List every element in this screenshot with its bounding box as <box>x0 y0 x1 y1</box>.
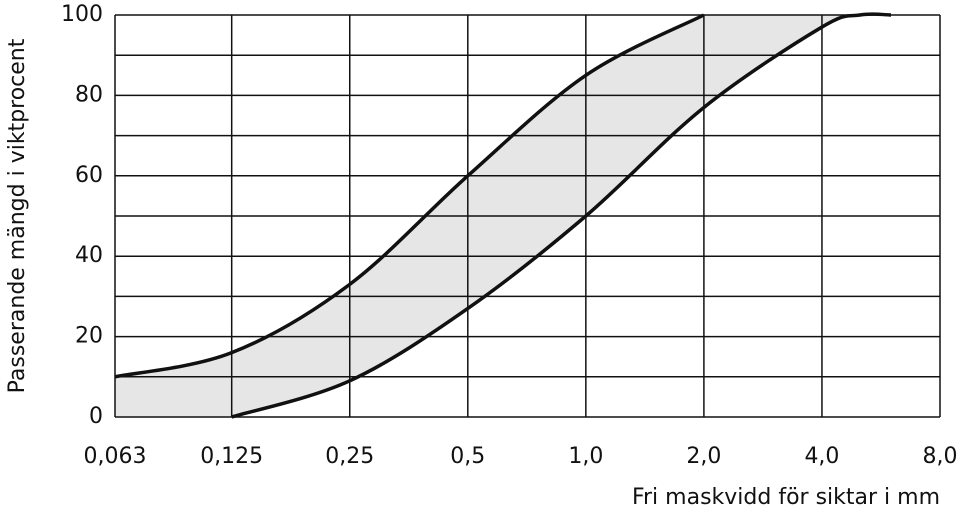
x-tick-label: 8,0 <box>923 444 958 469</box>
y-tick-label: 60 <box>75 163 103 188</box>
line-layer <box>114 12 892 419</box>
y-tick-label: 40 <box>75 243 103 268</box>
curve <box>231 12 892 419</box>
x-tick-label: 0,5 <box>450 444 485 469</box>
x-axis-label: Fri maskvidd för siktar i mm <box>632 485 940 510</box>
y-tick-label: 100 <box>61 2 103 27</box>
x-tick-label: 0,25 <box>325 444 374 469</box>
y-tick-label: 0 <box>89 404 103 429</box>
x-tick-label: 2,0 <box>686 444 721 469</box>
y-tick-label: 20 <box>75 324 103 349</box>
x-tick-label: 0,063 <box>84 444 147 469</box>
grid-layer <box>114 14 941 418</box>
y-tick-label: 80 <box>75 82 103 107</box>
x-tick-label: 4,0 <box>804 444 839 469</box>
y-axis-label: Passerande mängd i viktprocent <box>5 38 30 393</box>
curve <box>114 13 705 379</box>
x-tick-label: 1,0 <box>568 444 603 469</box>
x-tick-label: 0,125 <box>200 444 263 469</box>
